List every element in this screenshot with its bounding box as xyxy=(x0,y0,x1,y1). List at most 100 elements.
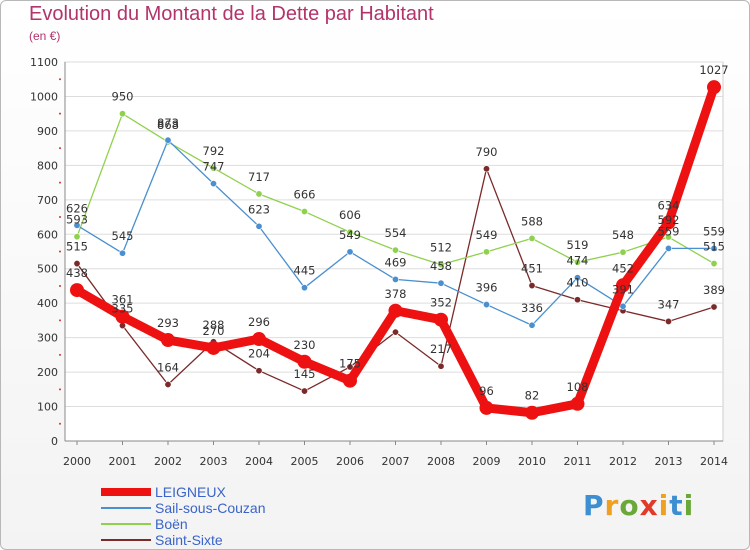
legend-swatch-sail-sous-couzan xyxy=(101,507,151,509)
x-tick-label-2010: 2010 xyxy=(518,455,546,468)
point-saint-sixte-2013 xyxy=(664,317,672,325)
point-bo-n-2008 xyxy=(437,261,445,269)
point-bo-n-2006 xyxy=(346,228,354,236)
data-label-leigneux-2000: 438 xyxy=(66,266,88,280)
data-label-bo-n-2010: 588 xyxy=(521,214,543,228)
point-bo-n-2009 xyxy=(482,248,490,256)
point-saint-sixte-2009 xyxy=(482,165,490,173)
point-bo-n-2011 xyxy=(573,258,581,266)
minor-tick-6 xyxy=(59,216,61,219)
data-label-bo-n-2004: 717 xyxy=(248,170,270,184)
logo-letter-5: t xyxy=(669,489,684,522)
x-tick-label-2012: 2012 xyxy=(609,455,637,468)
point-sail-sous-couzan-2010 xyxy=(528,321,536,329)
logo-letter-2: o xyxy=(619,489,640,522)
point-sail-sous-couzan-2009 xyxy=(482,301,490,309)
data-label-sail-sous-couzan-2003: 747 xyxy=(203,160,225,174)
x-tick-label-2009: 2009 xyxy=(473,455,501,468)
point-sail-sous-couzan-2008 xyxy=(437,279,445,287)
point-leigneux-2008 xyxy=(434,312,448,327)
data-label-bo-n-2008: 512 xyxy=(430,241,452,255)
legend-item-bo-n: Boën xyxy=(101,516,266,532)
data-label-sail-sous-couzan-2006: 549 xyxy=(339,228,361,242)
minor-tick-4 xyxy=(59,284,61,287)
data-label-sail-sous-couzan-2004: 623 xyxy=(248,202,270,216)
point-bo-n-2007 xyxy=(391,246,399,254)
point-bo-n-2003 xyxy=(210,164,218,172)
point-saint-sixte-2007 xyxy=(391,328,399,336)
data-label-bo-n-2011: 519 xyxy=(567,238,589,252)
data-label-saint-sixte-2003: 288 xyxy=(203,318,225,332)
minor-tick-3 xyxy=(59,319,61,322)
x-tick-label-2003: 2003 xyxy=(200,455,228,468)
minor-tick-9 xyxy=(59,112,61,115)
data-label-sail-sous-couzan-2012: 391 xyxy=(612,282,634,296)
logo-letter-0: P xyxy=(583,489,605,522)
data-label-bo-n-2007: 554 xyxy=(385,226,407,240)
legend-swatch-bo-n xyxy=(101,523,151,525)
unit-label: (en €) xyxy=(29,29,61,43)
point-leigneux-2010 xyxy=(525,405,539,420)
data-label-sail-sous-couzan-2007: 469 xyxy=(385,255,407,269)
minor-tick-0 xyxy=(59,422,61,425)
data-label-leigneux-2007: 378 xyxy=(385,287,407,301)
point-saint-sixte-2006 xyxy=(346,363,354,371)
data-label-sail-sous-couzan-2011: 474 xyxy=(567,254,589,268)
point-leigneux-2014 xyxy=(707,80,721,95)
data-label-bo-n-2006: 606 xyxy=(339,208,361,222)
data-label-leigneux-2010: 82 xyxy=(525,389,540,403)
y-tick-label-11: 1100 xyxy=(30,56,58,69)
point-sail-sous-couzan-2005 xyxy=(300,284,308,292)
legend-label-bo-n: Boën xyxy=(155,516,188,532)
logo-letter-1: r xyxy=(604,489,620,522)
data-label-sail-sous-couzan-2001: 545 xyxy=(112,229,134,243)
y-tick-label-8: 800 xyxy=(37,159,58,172)
data-label-leigneux-2005: 230 xyxy=(294,338,316,352)
data-label-leigneux-2011: 108 xyxy=(567,380,589,394)
data-label-sail-sous-couzan-2008: 458 xyxy=(430,259,452,273)
data-label-saint-sixte-2009: 790 xyxy=(476,145,498,159)
point-saint-sixte-2005 xyxy=(300,387,308,395)
point-bo-n-2005 xyxy=(300,208,308,216)
x-tick-label-2000: 2000 xyxy=(63,455,91,468)
data-label-saint-sixte-2002: 164 xyxy=(157,360,179,374)
data-label-saint-sixte-2011: 410 xyxy=(567,276,589,290)
data-label-leigneux-2009: 96 xyxy=(479,384,494,398)
data-label-sail-sous-couzan-2010: 336 xyxy=(521,301,543,315)
data-label-leigneux-2012: 452 xyxy=(612,261,634,275)
data-label-bo-n-2009: 549 xyxy=(476,228,498,242)
point-leigneux-2012 xyxy=(616,278,630,293)
point-sail-sous-couzan-2012 xyxy=(619,302,627,310)
data-label-saint-sixte-2014: 389 xyxy=(703,283,725,297)
data-label-bo-n-2003: 792 xyxy=(203,144,225,158)
point-bo-n-2014 xyxy=(710,260,718,268)
data-label-sail-sous-couzan-2005: 445 xyxy=(294,264,316,278)
point-leigneux-2013 xyxy=(661,215,676,230)
x-tick-label-2014: 2014 xyxy=(700,455,728,468)
point-saint-sixte-2010 xyxy=(528,282,536,290)
point-leigneux-2007 xyxy=(388,303,403,318)
point-sail-sous-couzan-2003 xyxy=(210,180,218,188)
point-leigneux-2005 xyxy=(297,354,312,369)
y-tick-label-1: 100 xyxy=(37,401,58,414)
x-tick-label-2013: 2013 xyxy=(655,455,683,468)
point-sail-sous-couzan-2001 xyxy=(119,249,127,257)
data-label-bo-n-2013: 592 xyxy=(658,213,680,227)
data-label-leigneux-2014: 1027 xyxy=(699,63,728,77)
data-label-bo-n-2002: 868 xyxy=(157,118,179,132)
data-label-bo-n-2001: 950 xyxy=(112,90,134,104)
legend: LEIGNEUX Sail-sous-Couzan Boën Saint-Sixte xyxy=(101,484,266,548)
point-leigneux-2000 xyxy=(70,283,84,298)
point-leigneux-2003 xyxy=(206,340,221,355)
point-bo-n-2001 xyxy=(119,110,127,118)
point-leigneux-2001 xyxy=(115,309,130,324)
logo-letter-6: i xyxy=(683,489,695,522)
data-label-sail-sous-couzan-2000: 626 xyxy=(66,201,88,215)
legend-item-sail-sous-couzan: Sail-sous-Couzan xyxy=(101,500,266,516)
proxiti-logo: Proxiti xyxy=(583,489,694,522)
point-saint-sixte-2014 xyxy=(710,303,718,311)
data-label-bo-n-2000: 593 xyxy=(66,213,88,227)
logo-letter-3: x xyxy=(639,489,659,522)
point-bo-n-2012 xyxy=(619,248,627,256)
